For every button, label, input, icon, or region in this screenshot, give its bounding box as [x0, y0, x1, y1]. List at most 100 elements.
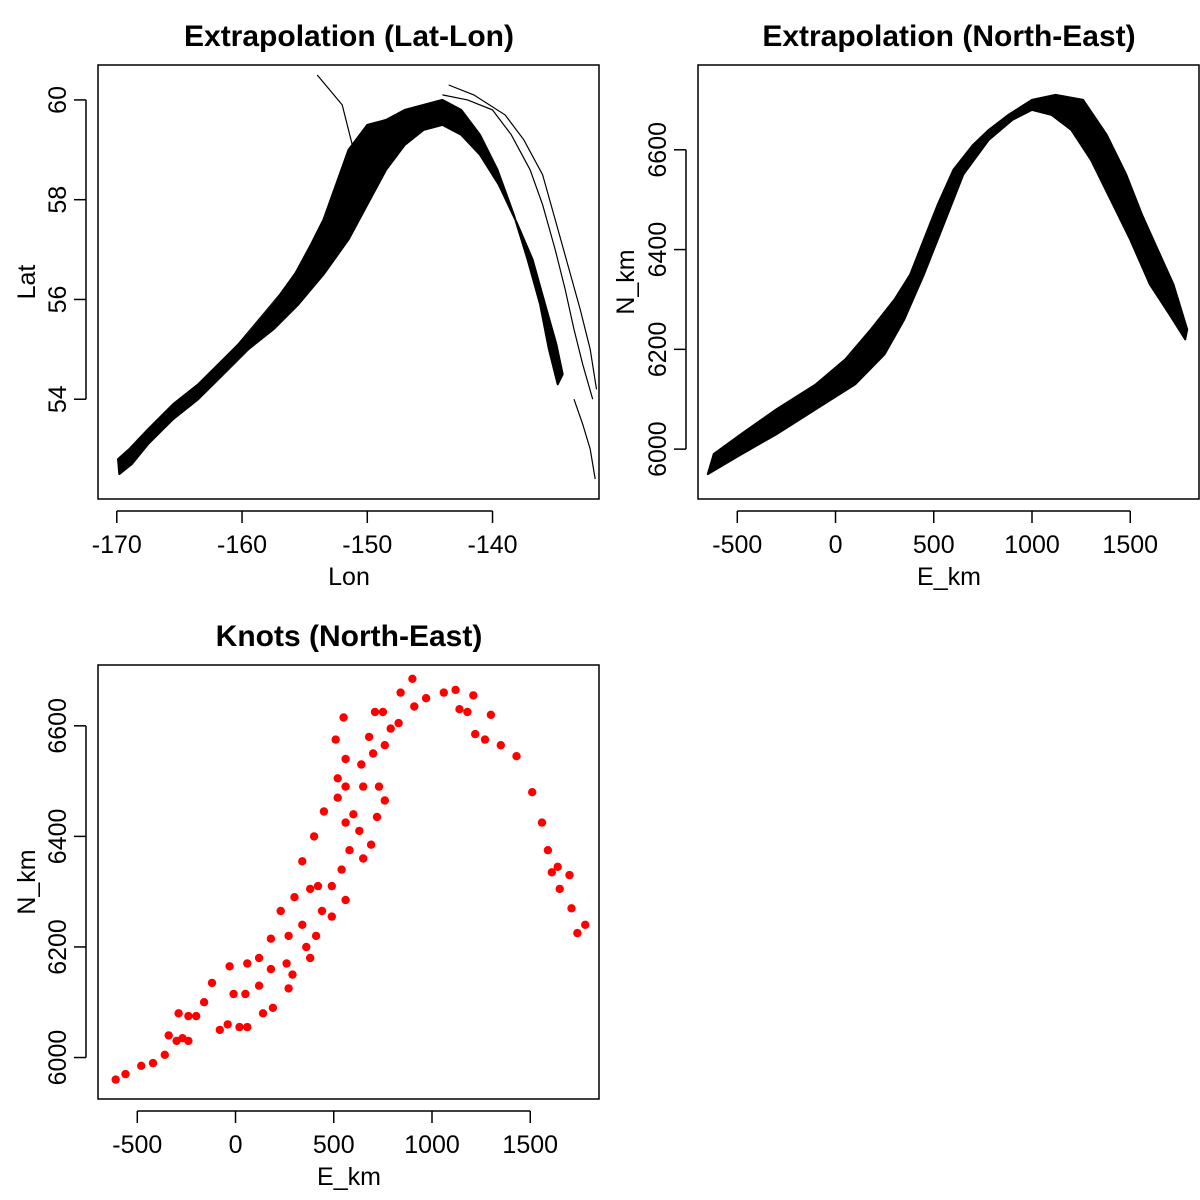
- knot-point: [378, 707, 388, 717]
- knot-point: [241, 989, 250, 999]
- knot-point: [333, 793, 342, 802]
- chart-title: Extrapolation (Lat-Lon): [184, 20, 514, 53]
- knot-point: [137, 1061, 146, 1071]
- knot-point: [547, 868, 556, 877]
- knot-point: [345, 846, 354, 855]
- knot-point: [333, 774, 342, 783]
- y-tick-label: 60: [44, 86, 72, 114]
- knot-point: [337, 865, 346, 874]
- x-tick-label: -140: [468, 531, 518, 559]
- chart-title: Extrapolation (North-East): [762, 20, 1135, 53]
- x-axis: -170 -160 -150 -140: [92, 510, 518, 559]
- plot-area: [706, 93, 1189, 476]
- knot-point: [537, 818, 547, 827]
- knot-point: [543, 846, 553, 855]
- knot-point: [298, 920, 307, 929]
- knot-point: [276, 906, 285, 916]
- knot-point: [573, 928, 582, 938]
- knot-point: [349, 810, 358, 819]
- extrapolation-region: [706, 93, 1189, 476]
- knot-point: [288, 970, 297, 979]
- y-tick-label: 58: [44, 186, 72, 214]
- knot-point: [302, 942, 311, 952]
- knot-point: [455, 705, 464, 714]
- plot-area: [117, 74, 598, 480]
- knot-point: [317, 906, 327, 916]
- plot-frame: [697, 64, 1200, 500]
- y-tick-label: 54: [44, 385, 72, 413]
- knot-point: [451, 685, 460, 695]
- plot-frame: [97, 64, 600, 500]
- knot-point: [394, 718, 403, 728]
- x-tick-label: -150: [342, 531, 392, 559]
- knot-point: [374, 782, 384, 791]
- y-tick-label: 6400: [644, 222, 672, 278]
- knot-point: [471, 729, 480, 739]
- y-tick-label: 6600: [644, 122, 672, 178]
- y-axis-label: Lat: [13, 265, 41, 300]
- y-tick-label: 6000: [644, 421, 672, 477]
- x-tick-label: -170: [92, 531, 142, 559]
- x-axis: -500 0 500 1000 1500: [112, 1110, 558, 1159]
- knot-point: [313, 881, 323, 891]
- knot-point: [341, 895, 350, 905]
- knot-point: [341, 754, 350, 764]
- coastline-1: [442, 94, 594, 400]
- x-tick-label: 0: [229, 1131, 243, 1159]
- knot-point: [243, 959, 252, 968]
- knot-point: [355, 826, 364, 836]
- knot-point: [327, 912, 336, 921]
- x-tick-label: -500: [112, 1131, 162, 1159]
- knot-point: [319, 807, 329, 816]
- knot-point: [327, 881, 336, 891]
- knot-point: [306, 953, 315, 963]
- knot-point: [254, 981, 264, 990]
- panel-lat-lon: Extrapolation (Lat-Lon) Lon Lat -170 -160…: [13, 20, 600, 591]
- knot-point: [341, 818, 350, 827]
- y-axis: 54 56 58 60: [44, 86, 87, 413]
- x-tick-label: 1000: [1004, 531, 1060, 559]
- knot-point: [111, 1075, 120, 1084]
- knot-point: [567, 904, 576, 913]
- knot-point: [121, 1069, 130, 1079]
- knot-point: [306, 884, 315, 894]
- knot-point: [368, 749, 378, 758]
- knot-point: [565, 870, 574, 880]
- knot-point: [174, 1009, 183, 1018]
- knot-point: [192, 1011, 201, 1021]
- knot-point: [553, 862, 562, 871]
- x-tick-label: 500: [313, 1131, 355, 1159]
- x-axis-label: E_km: [917, 563, 981, 591]
- knot-point: [225, 962, 234, 971]
- x-tick-label: 1000: [404, 1131, 460, 1159]
- knot-point: [339, 713, 348, 722]
- knot-point: [290, 893, 299, 902]
- knot-point: [408, 674, 417, 683]
- knot-point: [164, 1031, 173, 1040]
- x-axis-label: E_km: [317, 1163, 381, 1191]
- knot-point: [359, 782, 368, 791]
- plot-frame: [97, 664, 600, 1100]
- knot-point: [223, 1020, 232, 1029]
- y-axis: 6000 6200 6400 6600: [644, 122, 687, 477]
- knot-point: [357, 760, 366, 769]
- knot-point: [148, 1058, 158, 1068]
- knot-point: [528, 788, 537, 797]
- knot-point: [366, 840, 376, 849]
- knot-point: [364, 732, 374, 742]
- y-tick-label: 6200: [644, 322, 672, 378]
- knot-point: [331, 735, 340, 744]
- knot-point: [284, 931, 293, 941]
- knot-point: [372, 812, 382, 822]
- knot-point: [160, 1050, 169, 1060]
- y-axis: 6000 6200 6400 6600: [44, 698, 87, 1085]
- x-axis-label: Lon: [328, 563, 370, 591]
- y-tick-label: 56: [44, 286, 72, 314]
- x-tick-label: -160: [217, 531, 267, 559]
- y-tick-label: 6200: [44, 919, 72, 975]
- knot-point: [282, 959, 291, 968]
- knot-point: [309, 832, 319, 841]
- knot-point: [421, 694, 431, 703]
- knot-point: [439, 688, 448, 697]
